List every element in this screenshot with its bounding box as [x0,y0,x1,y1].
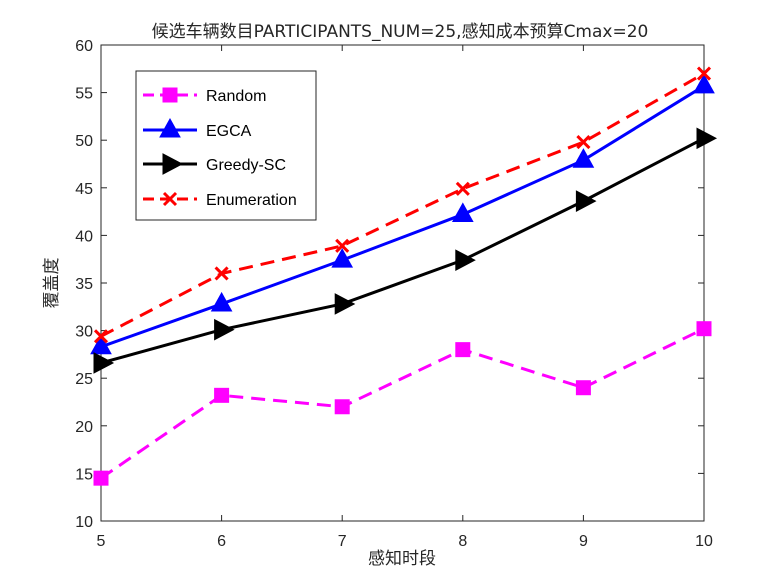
legend-entry: Random [143,87,266,105]
y-tick-label: 15 [75,466,93,483]
data-point [455,342,471,358]
data-point [455,181,470,196]
x-axis: 5 6 7 8 9 10 [97,45,713,550]
data-point [696,127,718,150]
series-line [100,72,705,338]
y-tick-label: 10 [75,514,93,531]
y-tick-label: 20 [75,419,93,436]
data-point [575,380,591,396]
data-point [93,352,115,374]
legend-marker [162,153,184,175]
legend-label: Enumeration [206,192,297,209]
data-point [214,266,229,281]
data-point [214,318,235,341]
data-point [575,190,597,212]
data-point [90,334,112,355]
data-point [210,291,233,312]
data-point [572,148,595,168]
data-point [93,470,109,486]
series-random [93,321,712,486]
x-tick-label: 7 [338,533,347,550]
series-line [100,136,705,365]
data-point [696,321,712,337]
series-line [100,327,705,480]
x-tick-label: 8 [458,533,467,550]
x-tick-label: 9 [579,533,588,550]
data-point [335,238,350,253]
data-point [214,387,230,403]
y-tick-label: 50 [75,133,93,150]
series-layer [90,66,718,486]
data-point [693,73,715,94]
series-line [100,84,705,349]
legend-entry: Enumeration [143,191,297,209]
data-point [93,329,109,344]
y-tick-label: 45 [75,181,93,198]
x-axis-label: 感知时段 [368,549,436,569]
legend: Random EGCA Greedy-SC Enumeration [135,70,317,221]
data-point [451,202,474,222]
legend-marker [159,117,181,138]
y-tick-label: 40 [75,228,93,245]
series-egca [90,73,715,355]
x-tick-label: 6 [217,533,226,550]
y-tick-label: 55 [75,86,93,103]
legend-label: EGCA [206,123,252,140]
y-axis: 10 15 20 25 30 35 40 45 50 55 60 [75,38,704,531]
x-tick-label: 5 [97,533,106,550]
data-point [455,249,476,271]
series-greedy-sc [93,127,718,374]
legend-marker [162,87,178,103]
y-tick-label: 60 [75,38,93,55]
data-point [576,135,591,150]
chart-title: 候选车辆数目PARTICIPANTS_NUM=25,感知成本预算Cmax=20 [152,22,649,42]
series-enumeration [93,66,712,344]
legend-entry: EGCA [143,117,252,140]
data-point [334,293,356,315]
legend-label: Random [206,88,266,105]
x-tick-label: 10 [695,533,713,550]
data-point [331,248,354,268]
y-tick-label: 25 [75,371,93,388]
data-point [334,399,350,415]
y-tick-label: 30 [75,324,93,341]
legend-marker [162,191,178,207]
data-point [696,66,712,81]
y-axis-label: 覆盖度 [42,258,62,309]
y-tick-label: 35 [75,276,93,293]
legend-label: Greedy-SC [206,157,286,174]
legend-entry: Greedy-SC [143,153,286,175]
